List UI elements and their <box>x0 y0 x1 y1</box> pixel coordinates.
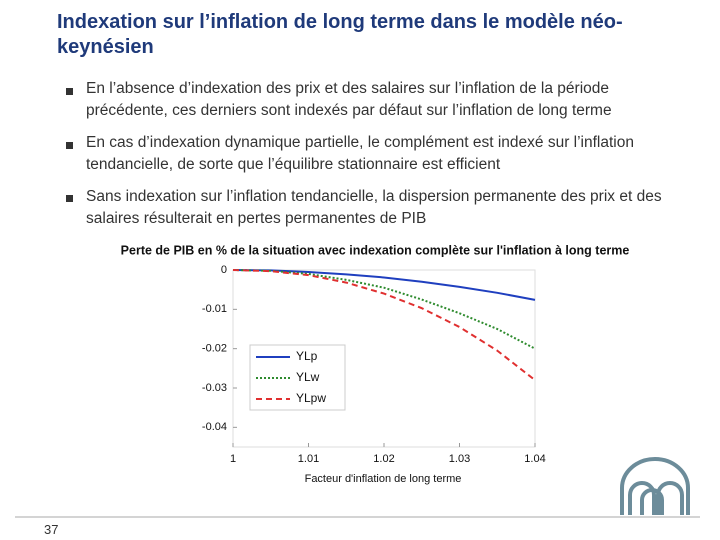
x-tick-label: 1.02 <box>373 453 394 465</box>
x-tick-label: 1 <box>230 453 236 465</box>
x-tick-label: 1.04 <box>524 453 545 465</box>
x-tick-label: 1.01 <box>298 453 319 465</box>
x-axis-label: Facteur d'inflation de long terme <box>305 473 462 485</box>
bullet-text: Sans indexation sur l’inflation tendanci… <box>86 188 662 227</box>
y-tick-label: -0.04 <box>202 421 227 433</box>
legend-label: YLw <box>296 370 320 384</box>
chart-title: Perte de PIB en % de la situation avec i… <box>121 243 630 257</box>
logo <box>620 456 690 515</box>
legend-label: YLpw <box>296 391 326 405</box>
y-tick-label: -0.02 <box>202 343 227 355</box>
line <box>232 269 536 350</box>
y-tick-label: -0.01 <box>202 303 227 315</box>
line <box>232 269 536 381</box>
legend-label: YLp <box>296 349 318 363</box>
slide-title: Indexation sur l’inflation de long terme… <box>57 11 623 58</box>
bullet-text: En l’absence d’indexation des prix et de… <box>86 80 612 119</box>
bullet-text: En cas d’indexation dynamique partielle,… <box>86 134 634 173</box>
bullet-marker <box>66 88 73 95</box>
bullet-marker <box>66 195 73 202</box>
bullet-marker <box>66 142 73 149</box>
page-number: 37 <box>44 522 59 537</box>
y-tick-label: 0 <box>221 264 227 276</box>
line <box>232 269 536 301</box>
x-tick-label: 1.03 <box>449 453 470 465</box>
y-tick-label: -0.03 <box>202 382 227 394</box>
